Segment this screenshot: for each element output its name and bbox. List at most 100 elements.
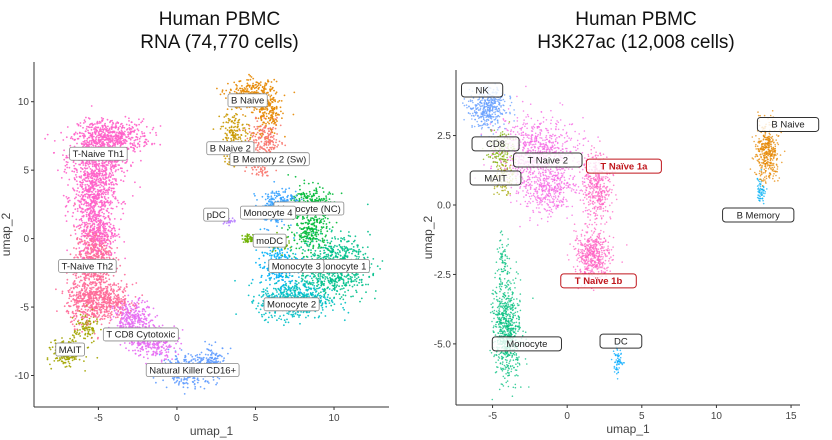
point — [106, 207, 109, 210]
point — [273, 278, 276, 280]
point — [77, 276, 80, 279]
point — [98, 167, 101, 170]
point — [192, 358, 195, 361]
point — [112, 274, 115, 277]
point — [78, 358, 81, 361]
point — [317, 287, 320, 290]
point — [72, 295, 74, 297]
point — [115, 122, 117, 125]
point — [272, 143, 275, 146]
point — [61, 290, 64, 293]
point — [75, 218, 78, 221]
point — [102, 289, 104, 291]
point — [135, 282, 138, 284]
point — [81, 316, 83, 319]
point — [73, 256, 75, 259]
point — [317, 283, 320, 286]
point — [174, 381, 176, 384]
point — [264, 138, 266, 141]
point — [342, 287, 345, 290]
point — [174, 351, 177, 354]
point — [286, 251, 289, 254]
point — [249, 138, 251, 141]
point — [237, 119, 240, 122]
point — [258, 108, 261, 111]
point — [99, 303, 101, 306]
point — [186, 386, 189, 389]
point — [72, 304, 75, 307]
point — [275, 141, 277, 144]
point — [294, 175, 297, 178]
point — [357, 276, 360, 279]
point — [138, 144, 141, 146]
point — [248, 131, 251, 133]
point — [298, 247, 301, 250]
point — [267, 94, 270, 96]
point — [255, 307, 258, 310]
point — [290, 224, 292, 227]
point — [323, 239, 326, 242]
point — [343, 275, 346, 278]
point — [355, 291, 358, 294]
point — [75, 180, 78, 183]
point — [268, 272, 270, 275]
point — [143, 308, 146, 311]
point — [324, 200, 327, 203]
point — [140, 301, 143, 304]
point — [147, 357, 149, 360]
point — [123, 342, 126, 344]
point — [111, 119, 113, 122]
point — [268, 112, 270, 115]
point — [74, 162, 77, 165]
point — [141, 132, 144, 135]
point — [133, 144, 136, 147]
point — [76, 190, 78, 192]
point — [155, 381, 157, 384]
point — [364, 252, 367, 255]
point — [127, 300, 129, 303]
point — [275, 105, 278, 108]
point — [121, 306, 124, 308]
point — [337, 248, 339, 251]
point — [247, 90, 250, 93]
point — [84, 195, 87, 198]
point — [175, 358, 178, 361]
point — [265, 140, 268, 143]
point — [121, 160, 124, 163]
point — [92, 286, 95, 289]
point — [108, 310, 110, 313]
point — [104, 240, 107, 243]
point — [306, 194, 309, 197]
point — [355, 289, 357, 292]
point — [89, 208, 91, 210]
point — [103, 195, 106, 198]
point — [267, 229, 270, 232]
point — [300, 237, 303, 239]
point — [263, 127, 265, 129]
point — [349, 275, 352, 278]
point — [116, 247, 119, 249]
point — [243, 127, 246, 129]
point — [204, 340, 207, 343]
point — [85, 246, 87, 249]
point — [332, 246, 335, 249]
point — [262, 254, 265, 257]
point — [303, 292, 306, 294]
point — [127, 303, 130, 306]
point — [88, 124, 91, 126]
point — [281, 293, 283, 295]
point — [179, 347, 181, 350]
point — [341, 274, 343, 277]
point — [65, 310, 68, 313]
point — [155, 350, 158, 352]
point — [310, 277, 313, 280]
point — [158, 341, 161, 344]
point — [292, 252, 294, 255]
point — [90, 315, 92, 318]
point — [102, 287, 104, 290]
point — [124, 130, 126, 133]
point — [91, 332, 94, 335]
point — [250, 134, 252, 137]
point — [86, 241, 89, 243]
point — [137, 299, 140, 302]
